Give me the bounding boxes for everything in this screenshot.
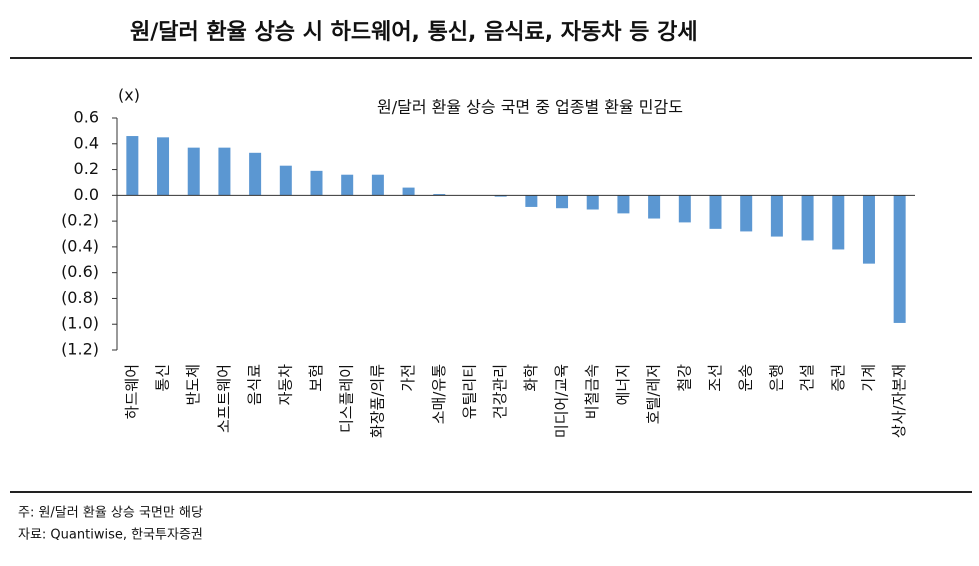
x-tick-label: 철강 [675,364,693,392]
bar [586,195,599,210]
bar [893,195,906,323]
y-tick-label: 0.0 [74,185,99,204]
x-tick-label: 통신 [154,364,172,392]
bar [187,147,200,196]
y-tick-label: (1.0) [61,314,99,333]
y-tick-label: (0.8) [61,288,99,307]
x-tick-label: 화학 [522,364,540,392]
x-tick-label: 보험 [307,364,325,392]
x-tick-label: 유틸리티 [460,364,478,419]
bar [341,174,354,196]
x-tick-label: 디스플레이 [338,364,356,433]
bar [556,195,569,209]
x-tick-label: 가전 [399,364,417,392]
x-tick-label: 건설 [798,364,816,392]
bar [371,174,384,196]
x-tick-label: 에너지 [614,364,632,405]
page-title: 원/달러 환율 상승 시 하드웨어, 통신, 음식료, 자동차 등 강세 [130,20,698,45]
bar [126,136,139,196]
bar [402,187,415,196]
bar [832,195,845,250]
bar [770,195,783,237]
y-tick-label: (0.4) [61,236,99,255]
bar [249,152,262,196]
bar [157,137,170,196]
bar [862,195,875,264]
y-tick-label: (0.2) [61,211,99,230]
bar [218,147,231,196]
note: 주: 원/달러 환율 상승 국면만 해당 [18,506,203,521]
bar [310,170,323,196]
bar [678,195,691,223]
y-tick-label: (1.2) [61,340,99,359]
x-tick-label: 상사/자본재 [890,364,908,438]
bar [709,195,722,229]
x-tick-label: 소매/유통 [430,364,448,424]
x-tick-label: 음식료 [246,364,264,406]
x-tick-label: 증권 [829,364,847,392]
bar [617,195,630,214]
x-tick-label: 은행 [767,364,785,392]
x-tick-label: 조선 [706,364,724,392]
bar [494,195,507,197]
bar [279,165,292,196]
x-tick-label: 호텔/레저 [645,364,663,424]
x-tick-label: 화장품/의류 [368,364,386,438]
bar [740,195,753,232]
y-tick-label: 0.4 [74,133,99,152]
bar [433,194,446,196]
x-tick-label: 반도체 [184,364,202,405]
y-unit: (x) [118,86,140,105]
x-tick-label: 하드웨어 [123,364,141,419]
x-tick-label: 미디어/교육 [553,364,571,438]
bar [801,195,814,241]
x-tick-label: 건강관리 [491,364,509,419]
source: 자료: Quantiwise, 한국투자증권 [18,528,203,543]
bar [525,195,538,207]
y-tick-label: 0.6 [74,108,99,127]
x-tick-label: 자동차 [276,364,294,406]
x-tick-label: 운송 [737,364,755,392]
y-tick-label: (0.6) [61,262,99,281]
y-tick-label: 0.2 [74,159,99,178]
x-tick-label: 기계 [859,364,877,392]
bar [648,195,661,219]
chart-title: 원/달러 환율 상승 국면 중 업종별 환율 민감도 [377,98,683,117]
x-tick-label: 소프트웨어 [215,364,233,433]
x-tick-label: 비철금속 [583,364,601,419]
